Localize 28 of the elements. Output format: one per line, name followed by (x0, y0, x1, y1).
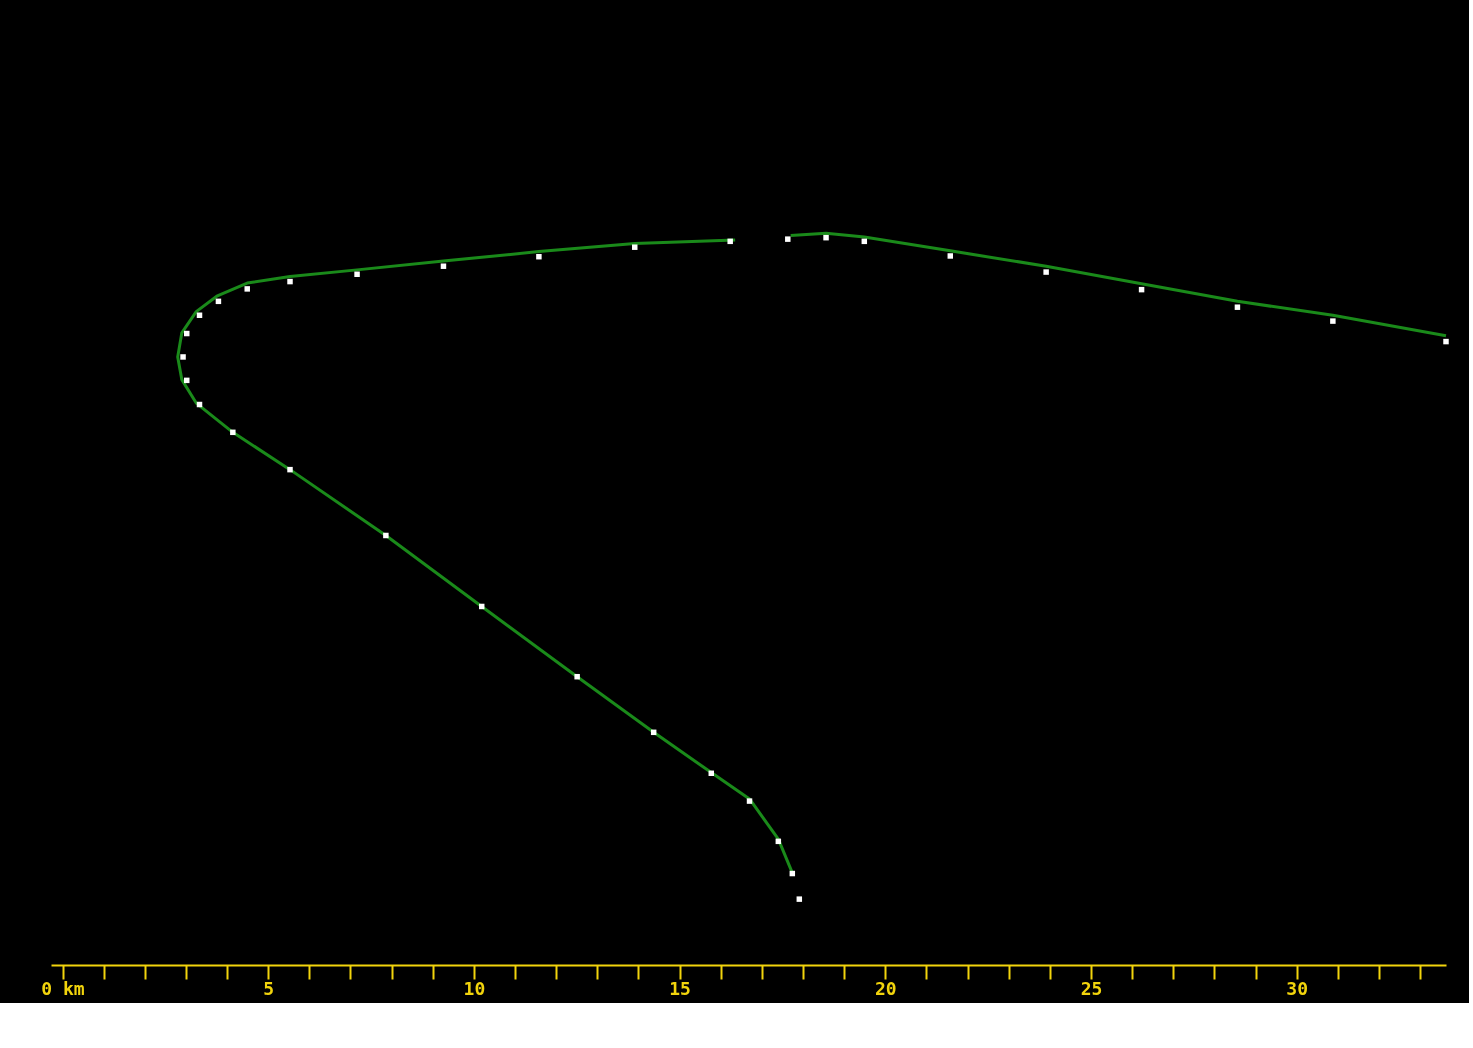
point (287, 466, 293, 473)
point (354, 271, 360, 278)
point (180, 354, 186, 360)
point (574, 673, 580, 680)
point (823, 234, 829, 241)
point (1234, 304, 1241, 310)
point (746, 798, 753, 804)
point (796, 896, 803, 902)
point (1443, 338, 1449, 345)
point (632, 244, 638, 250)
point (440, 263, 447, 269)
point (287, 278, 293, 285)
x-tick-label: 30 (1286, 977, 1309, 999)
point (230, 429, 236, 436)
x-tick-label: 25 (1080, 977, 1103, 999)
point (1330, 318, 1336, 324)
x-tick-label: 10 (463, 977, 486, 999)
point (947, 253, 954, 259)
point (727, 238, 733, 245)
x-tick-label: 0 km (41, 977, 85, 999)
x-tick-label: 20 (874, 977, 897, 999)
point (244, 286, 250, 292)
point (1043, 269, 1049, 275)
x-tick-label: 15 (669, 977, 691, 999)
point (383, 532, 389, 539)
point (785, 236, 791, 242)
x-tick-label: 5 (263, 977, 275, 999)
point (536, 253, 542, 260)
